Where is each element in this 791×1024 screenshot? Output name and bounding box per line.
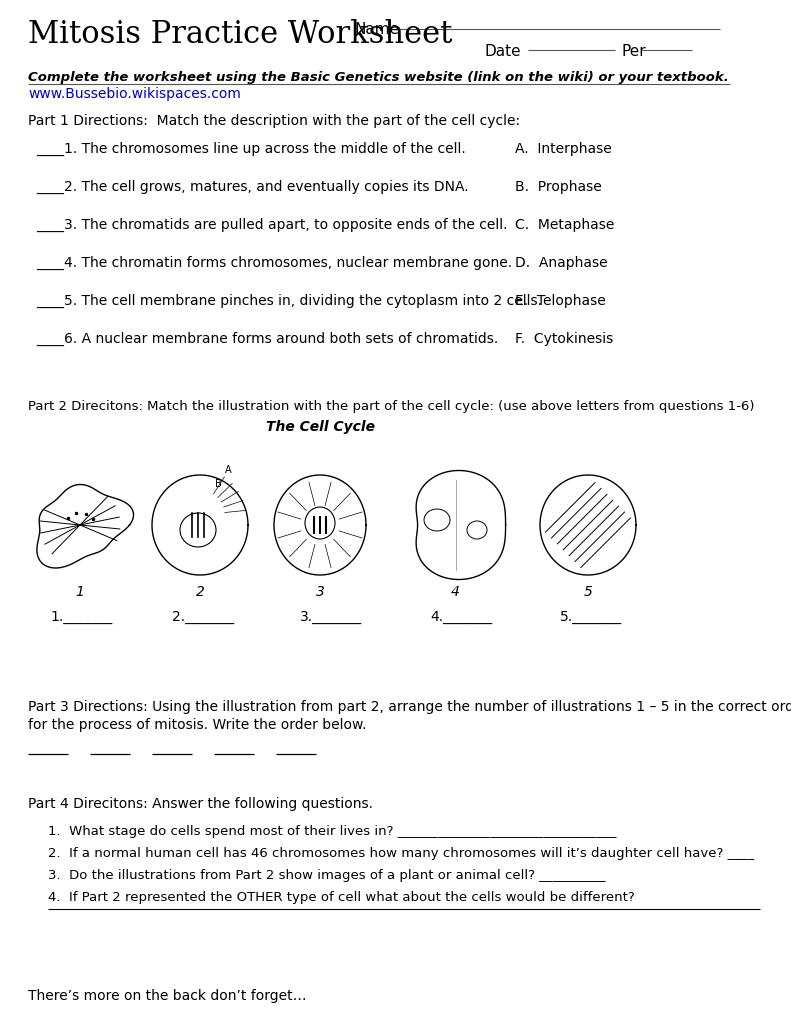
Text: There’s more on the back don’t forget…: There’s more on the back don’t forget…	[28, 989, 307, 1002]
Text: 1: 1	[76, 585, 85, 599]
Text: Part 1 Directions:  Match the description with the part of the cell cycle:: Part 1 Directions: Match the description…	[28, 114, 520, 128]
Text: ____3. The chromatids are pulled apart, to opposite ends of the cell.: ____3. The chromatids are pulled apart, …	[36, 218, 508, 232]
Text: C.  Metaphase: C. Metaphase	[515, 218, 615, 232]
Text: ____6. A nuclear membrane forms around both sets of chromatids.: ____6. A nuclear membrane forms around b…	[36, 332, 498, 346]
Text: A: A	[225, 465, 231, 475]
Text: Part 3 Directions: Using the illustration from part 2, arrange the number of ill: Part 3 Directions: Using the illustratio…	[28, 700, 791, 714]
Text: Per: Per	[622, 44, 646, 59]
Text: D.  Anaphase: D. Anaphase	[515, 256, 607, 270]
Text: ____5. The cell membrane pinches in, dividing the cytoplasm into 2 cells.: ____5. The cell membrane pinches in, div…	[36, 294, 542, 308]
Text: F.  Cytokinesis: F. Cytokinesis	[515, 332, 613, 346]
Text: 5: 5	[584, 585, 592, 599]
Text: Date: Date	[485, 44, 521, 59]
Text: 3._______: 3._______	[300, 610, 362, 624]
Text: 4._______: 4._______	[430, 610, 492, 624]
Text: ____1. The chromosomes line up across the middle of the cell.: ____1. The chromosomes line up across th…	[36, 142, 466, 156]
Text: Complete the worksheet using the Basic Genetics website (link on the wiki) or yo: Complete the worksheet using the Basic G…	[28, 71, 729, 84]
Text: Part 2 Direcitons: Match the illustration with the part of the cell cycle: (use : Part 2 Direcitons: Match the illustratio…	[28, 400, 755, 413]
Text: Name: Name	[355, 22, 400, 37]
Text: E.  Telophase: E. Telophase	[515, 294, 606, 308]
Text: 2: 2	[195, 585, 204, 599]
Text: www.Bussebio.wikispaces.com: www.Bussebio.wikispaces.com	[28, 87, 241, 101]
Text: Part 4 Direcitons: Answer the following questions.: Part 4 Direcitons: Answer the following …	[28, 797, 373, 811]
Text: Mitosis Practice Worksheet: Mitosis Practice Worksheet	[28, 19, 452, 50]
Text: 1._______: 1._______	[50, 610, 112, 624]
Text: 4: 4	[451, 585, 460, 599]
Text: 5._______: 5._______	[560, 610, 623, 624]
Text: The Cell Cycle: The Cell Cycle	[266, 420, 374, 434]
Text: 2.  If a normal human cell has 46 chromosomes how many chromosomes will it’s dau: 2. If a normal human cell has 46 chromos…	[48, 847, 754, 860]
Text: B: B	[214, 479, 221, 489]
Text: ____2. The cell grows, matures, and eventually copies its DNA.: ____2. The cell grows, matures, and even…	[36, 180, 468, 195]
Text: 2._______: 2._______	[172, 610, 234, 624]
Text: for the process of mitosis. Write the order below.: for the process of mitosis. Write the or…	[28, 718, 366, 732]
Text: 4.  If Part 2 represented the OTHER type of cell what about the cells would be d: 4. If Part 2 represented the OTHER type …	[48, 891, 634, 904]
Text: 3.  Do the illustrations from Part 2 show images of a plant or animal cell? ____: 3. Do the illustrations from Part 2 show…	[48, 869, 605, 882]
Text: 3: 3	[316, 585, 324, 599]
Text: A.  Interphase: A. Interphase	[515, 142, 611, 156]
Text: B.  Prophase: B. Prophase	[515, 180, 602, 194]
Text: ____4. The chromatin forms chromosomes, nuclear membrane gone.: ____4. The chromatin forms chromosomes, …	[36, 256, 512, 270]
Text: 1.  What stage do cells spend most of their lives in? __________________________: 1. What stage do cells spend most of the…	[48, 825, 616, 838]
